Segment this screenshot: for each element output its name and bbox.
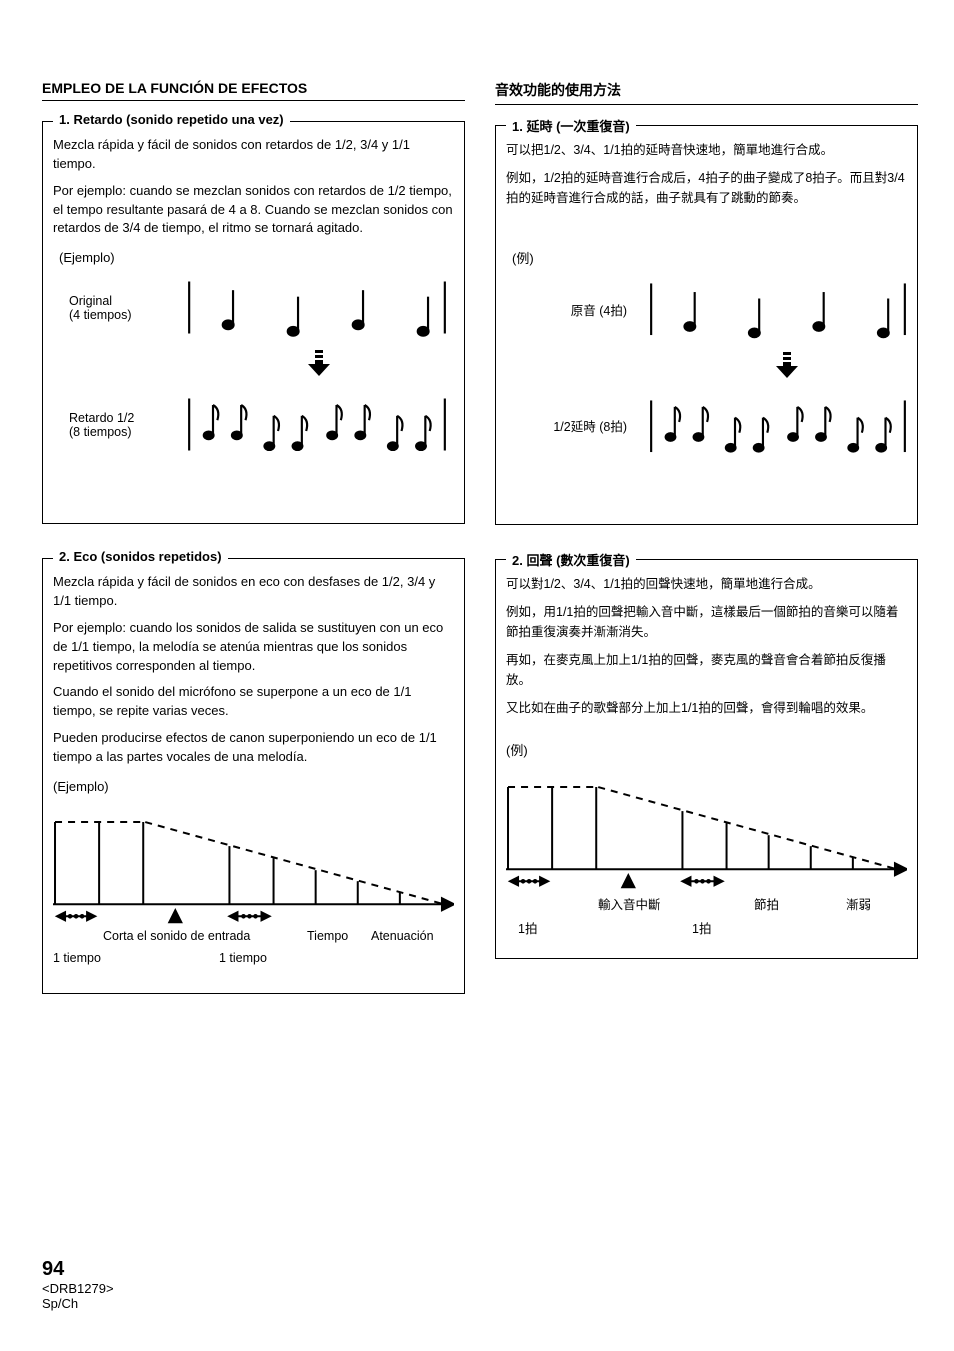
left-s2-para3: Cuando el sonido del micrófono se superp… (53, 683, 454, 721)
echo-diagram-icon (506, 769, 907, 889)
left-s1-example-label: (Ejemplo) (59, 250, 454, 265)
right-s1-para2: 例如，1/2拍的延時音進行合成后，4拍子的曲子變成了8拍子。而且對3/4拍的延時… (506, 168, 907, 208)
cut-label-r: 輸入音中斷 (598, 894, 661, 913)
notation-original-label: Original (4 tiempos) (69, 294, 169, 322)
right-s2-example-label: (例) (506, 740, 907, 759)
right-section-1-title: 1. 延時 (一次重復音) (506, 116, 636, 135)
left-section-2: 2. Eco (sonidos repetidos) Mezcla rápida… (42, 558, 465, 994)
down-arrow-icon (666, 352, 907, 384)
right-s2-para3: 再如，在麥克風上加上1/1拍的回聲，麥克風的聲音會合着節拍反復播放。 (506, 650, 907, 690)
echo-labels-left: Corta el sonido de entrada Tiempo Atenua… (53, 929, 454, 975)
left-s1-para1: Mezcla rápida y fácil de sonidos con ret… (53, 136, 454, 174)
staff-original-icon (187, 275, 447, 340)
right-s1-example-label: (例) (512, 248, 907, 267)
right-s2-para4: 又比如在曲子的歌聲部分上加上1/1拍的回聲，會得到輪唱的效果。 (506, 698, 907, 718)
left-s2-para4: Pueden producirse efectos de canon super… (53, 729, 454, 767)
right-s1-para1: 可以把1/2、3/4、1/1拍的延時音快速地，簡單地進行合成。 (506, 140, 907, 160)
left-heading: EMPLEO DE LA FUNCIÓN DE EFECTOS (42, 80, 465, 101)
onebeat-a: 1 tiempo (53, 951, 101, 965)
notation-original-r: 原音 (4拍) (546, 277, 907, 342)
left-column: EMPLEO DE LA FUNCIÓN DE EFECTOS 1. Retar… (42, 80, 465, 1028)
atten-label: Atenuación (371, 929, 434, 943)
onebeat-b-r: 1拍 (692, 918, 711, 937)
right-section-1: 1. 延時 (一次重復音) 可以把1/2、3/4、1/1拍的延時音快速地，簡單地… (495, 125, 918, 525)
staff-original-icon (649, 277, 907, 342)
left-section-2-title: 2. Eco (sonidos repetidos) (53, 549, 228, 564)
notation-delay-r: 1/2延時 (8拍) (546, 394, 907, 459)
left-section-1: 1. Retardo (sonido repetido una vez) Mez… (42, 121, 465, 524)
page-number: 94 (42, 1258, 114, 1281)
left-s2-example-label: (Ejemplo) (53, 779, 454, 794)
notation-original: Original (4 tiempos) (69, 275, 454, 340)
right-s2-para1: 可以對1/2、3/4、1/1拍的回聲快速地，簡單地進行合成。 (506, 574, 907, 594)
echo-diagram-right: 輸入音中斷 節拍 漸弱 1拍 1拍 (506, 769, 907, 940)
right-s2-para2: 例如，用1/1拍的回聲把輸入音中斷，這樣最后一個節拍的音樂可以隨着節拍重復演奏并… (506, 602, 907, 642)
cut-label: Corta el sonido de entrada (103, 929, 250, 943)
right-section-2-title: 2. 回聲 (數次重復音) (506, 550, 636, 569)
notation-delay-label-r: 1/2延時 (8拍) (546, 416, 631, 435)
right-column: 音效功能的使用方法 1. 延時 (一次重復音) 可以把1/2、3/4、1/1拍的… (495, 80, 918, 1028)
left-section-1-title: 1. Retardo (sonido repetido una vez) (53, 112, 290, 127)
notation-delay-label: Retardo 1/2 (8 tiempos) (69, 411, 169, 439)
right-heading: 音效功能的使用方法 (495, 80, 918, 105)
onebeat-b: 1 tiempo (219, 951, 267, 965)
section-title-text: 1. 延時 (一次重復音) (512, 116, 630, 135)
atten-label-r: 漸弱 (846, 894, 871, 913)
doc-code: <DRB1279> (42, 1281, 114, 1296)
left-s1-para2: Por ejemplo: cuando se mezclan sonidos c… (53, 182, 454, 239)
section-title-text: 1. Retardo (sonido repetido una vez) (59, 112, 284, 127)
echo-labels-right: 輸入音中斷 節拍 漸弱 1拍 1拍 (506, 894, 907, 940)
section-title-text: 2. 回聲 (數次重復音) (512, 550, 630, 569)
left-s2-para1: Mezcla rápida y fácil de sonidos en eco … (53, 573, 454, 611)
staff-delay-icon (649, 394, 907, 459)
tiempo-label: Tiempo (307, 929, 348, 943)
notation-original-label-r: 原音 (4拍) (546, 300, 631, 319)
section-title-text: 2. Eco (sonidos repetidos) (59, 549, 222, 564)
down-arrow-icon (183, 350, 454, 382)
left-s2-para2: Por ejemplo: cuando los sonidos de salid… (53, 619, 454, 676)
staff-delay-icon (187, 392, 447, 457)
echo-diagram-icon (53, 804, 454, 924)
tiempo-label-r: 節拍 (754, 894, 779, 913)
notation-delay: Retardo 1/2 (8 tiempos) (69, 392, 454, 457)
echo-diagram-left: Corta el sonido de entrada Tiempo Atenua… (53, 804, 454, 975)
onebeat-a-r: 1拍 (518, 918, 537, 937)
lang-code: Sp/Ch (42, 1296, 114, 1311)
page-footer: 94 <DRB1279> Sp/Ch (42, 1258, 114, 1311)
right-section-2: 2. 回聲 (數次重復音) 可以對1/2、3/4、1/1拍的回聲快速地，簡單地進… (495, 559, 918, 959)
